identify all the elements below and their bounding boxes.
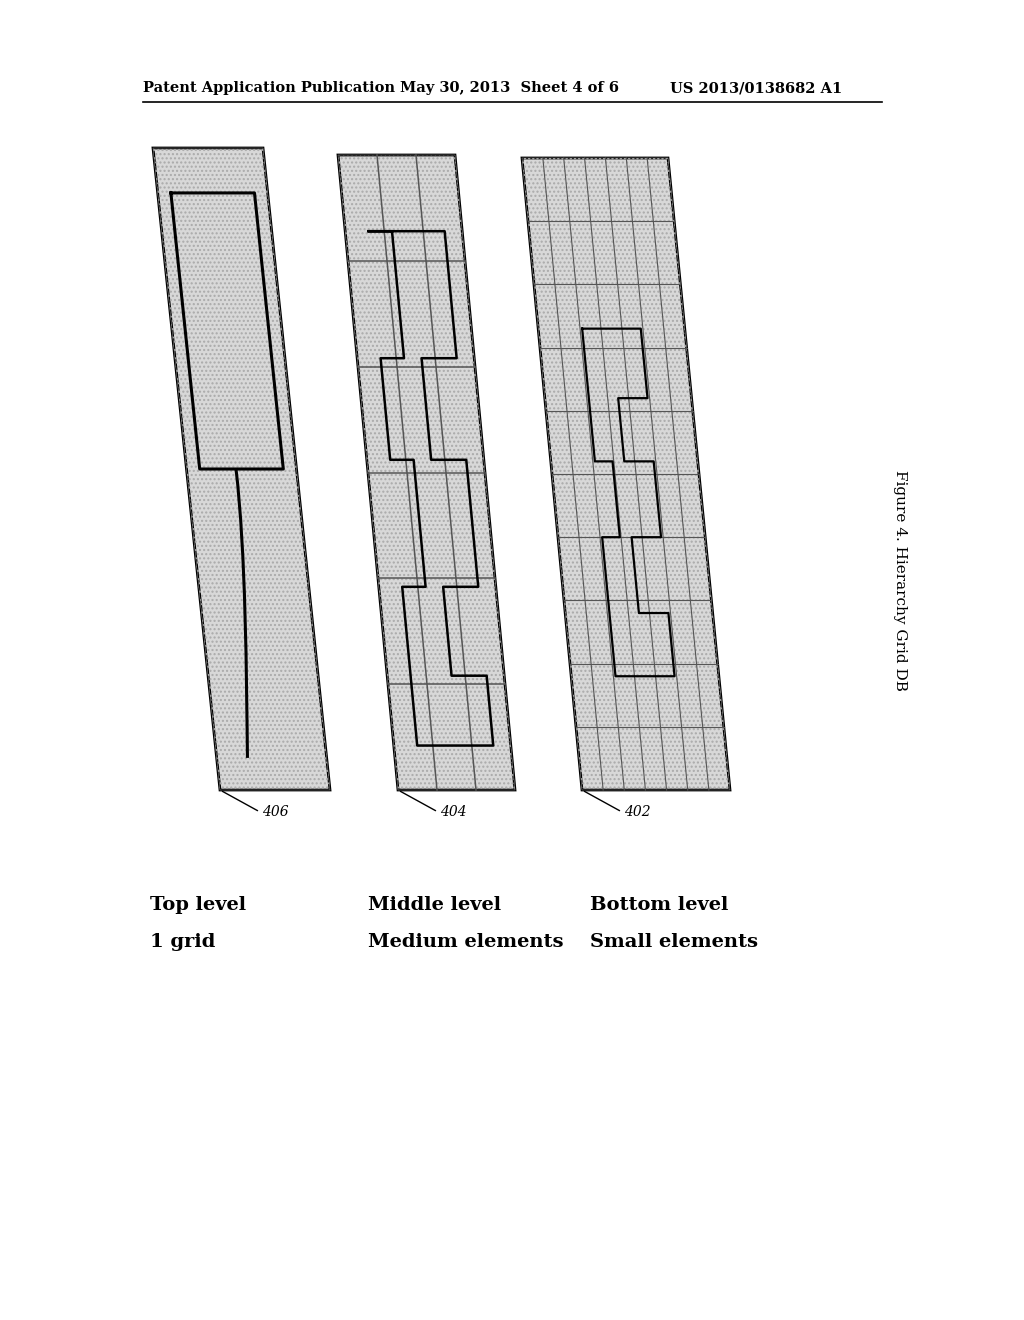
Text: Middle level: Middle level bbox=[368, 896, 501, 913]
Polygon shape bbox=[338, 154, 515, 789]
Text: Small elements: Small elements bbox=[590, 933, 758, 950]
Text: Top level: Top level bbox=[150, 896, 246, 913]
Text: 404: 404 bbox=[440, 805, 467, 818]
Polygon shape bbox=[153, 148, 330, 789]
Polygon shape bbox=[522, 158, 730, 789]
Text: Patent Application Publication: Patent Application Publication bbox=[143, 81, 395, 95]
Text: Figure 4. Hierarchy Grid DB: Figure 4. Hierarchy Grid DB bbox=[893, 470, 907, 690]
Text: 1 grid: 1 grid bbox=[150, 933, 215, 950]
Text: Bottom level: Bottom level bbox=[590, 896, 728, 913]
Text: 402: 402 bbox=[624, 805, 650, 818]
Text: 406: 406 bbox=[262, 805, 289, 818]
Text: Medium elements: Medium elements bbox=[368, 933, 563, 950]
Text: May 30, 2013  Sheet 4 of 6: May 30, 2013 Sheet 4 of 6 bbox=[400, 81, 618, 95]
Text: US 2013/0138682 A1: US 2013/0138682 A1 bbox=[670, 81, 843, 95]
